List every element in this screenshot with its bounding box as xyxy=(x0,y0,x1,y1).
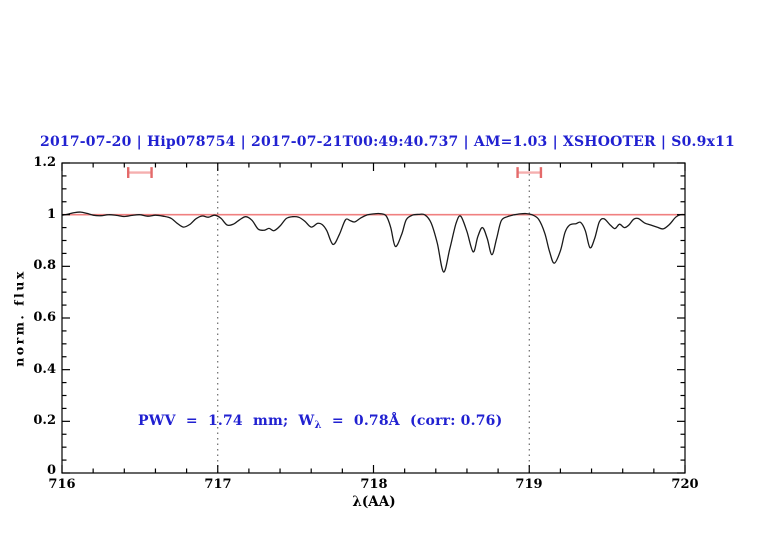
pwv-annotation-suffix: = 0.78Å (corr: 0.76) xyxy=(321,413,503,429)
pwv-annotation: PWV = 1.74 mm; Wλ = 0.78Å (corr: 0.76) xyxy=(138,413,502,431)
plot-title: 2017-07-20 | Hip078754 | 2017-07-21T00:4… xyxy=(40,134,735,150)
y-tick-label-1: 1 xyxy=(46,207,56,222)
x-tick-label-717: 717 xyxy=(204,477,232,492)
x-axis-label: λ(AA) xyxy=(352,494,396,510)
x-tick-label-716: 716 xyxy=(48,477,76,492)
x-tick-label-718: 718 xyxy=(360,477,388,492)
x-tick-label-720: 720 xyxy=(671,477,699,492)
y-tick-label-1-2: 1.2 xyxy=(33,155,56,170)
y-tick-label-0-8: 0.8 xyxy=(33,258,56,273)
y-tick-label-0-6: 0.6 xyxy=(33,310,56,325)
y-tick-label-0-2: 0.2 xyxy=(33,413,56,428)
lambda-subscript: λ xyxy=(314,420,322,431)
x-tick-label-719: 719 xyxy=(515,477,543,492)
pwv-annotation-prefix: PWV = 1.74 mm; W xyxy=(138,413,315,429)
spectrum-line xyxy=(61,211,686,273)
y-tick-label-0-4: 0.4 xyxy=(33,362,56,377)
y-tick-label-0: 0 xyxy=(46,463,56,478)
